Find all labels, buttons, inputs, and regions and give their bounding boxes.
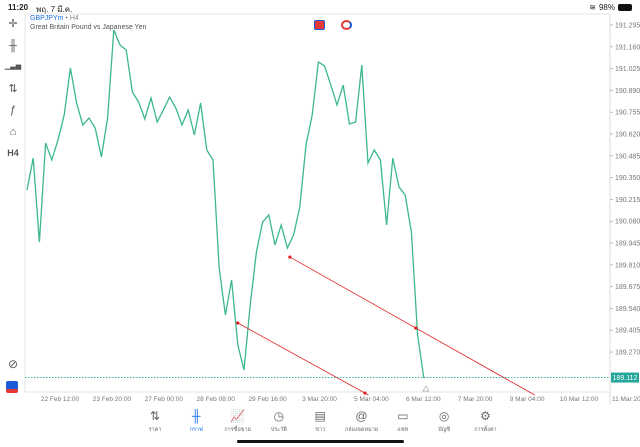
separator: • (65, 15, 68, 22)
tab-label: ราคา (148, 427, 162, 433)
trendline-anchor[interactable] (363, 391, 367, 395)
tab-label: บัญชี (438, 427, 451, 433)
news-icon: ▤ (314, 409, 326, 423)
y-tick-label: 189.945 (615, 241, 640, 248)
home-indicator (237, 440, 404, 443)
y-tick-label: 189.810 (615, 262, 640, 269)
shapes-icon[interactable]: ⌂ (9, 125, 17, 138)
tab-label: การตั้งค่า (474, 427, 497, 433)
trendline-anchor[interactable] (414, 326, 418, 330)
crosshair-icon[interactable]: ✛ (8, 18, 18, 30)
y-tick-label: 189.540 (615, 306, 640, 313)
quick-search-icon[interactable]: ⊘ (7, 357, 19, 371)
x-tick-label: 3 Mar 20:00 (302, 396, 337, 403)
y-tick-label: 191.025 (615, 66, 640, 73)
tab-label: ข่าว (315, 427, 326, 433)
tab-label: กราฟ (189, 427, 203, 433)
y-tick-label: 190.620 (615, 132, 640, 139)
y-tick-label: 189.270 (615, 350, 640, 357)
current-price-label: 189.112 (613, 375, 638, 382)
tab-label: แชท (397, 427, 409, 433)
tab-quotes[interactable]: ⇅ ราคา (135, 408, 175, 434)
account-icon: ◎ (438, 409, 450, 423)
x-tick-label: 28 Feb 08:00 (197, 396, 236, 403)
trendline[interactable] (237, 322, 369, 396)
trendline-anchor[interactable] (288, 255, 292, 259)
objects-icon[interactable]: ⇅ (8, 82, 18, 95)
price-line (26, 29, 425, 379)
history-icon: ◷ (273, 409, 285, 423)
tab-trade[interactable]: 📈 การซื้อขาย (218, 408, 258, 434)
trade-icon: 📈 (230, 409, 246, 423)
x-tick-label: 7 Mar 20:00 (458, 396, 493, 403)
function-icon[interactable]: ƒ (9, 104, 17, 116)
status-date: พฤ. 7 มี.ค. (36, 5, 73, 14)
x-tick-label: 5 Mar 04:00 (354, 396, 389, 403)
tab-news[interactable]: ▤ ข่าว (300, 408, 340, 434)
y-tick-label: 189.675 (615, 284, 640, 291)
x-tick-label: 9 Mar 04:00 (510, 396, 545, 403)
tab-settings[interactable]: ⚙ การตั้งค่า (465, 408, 505, 434)
wifi-icon: ≋ (589, 3, 596, 12)
tab-label: การซื้อขาย (224, 427, 251, 433)
signal-icon[interactable] (341, 20, 352, 30)
y-tick-label: 190.080 (615, 219, 640, 226)
y-tick-label: 191.160 (615, 44, 640, 51)
status-bar: 11:20 พฤ. 7 มี.ค. ≋ 98% (0, 0, 640, 14)
x-tick-label: 23 Feb 20:00 (93, 396, 132, 403)
battery-percent: 98% (598, 3, 615, 12)
candlestick-icon[interactable]: ╫ (9, 39, 17, 52)
left-toolbar: ✛ ╫ ▁▃▅ ⇅ ƒ ⌂ H4 (0, 14, 25, 404)
y-tick-label: 191.295 (615, 23, 640, 30)
current-price-badge (611, 372, 639, 383)
tab-label: กล่องจดหมาย (344, 427, 379, 433)
symbol-description: Great Britain Pound vs Japanese Yen (30, 24, 147, 31)
indicators-icon[interactable]: ▁▃▅ (4, 63, 22, 70)
y-tick-label: 189.405 (615, 328, 640, 335)
x-tick-label: 22 Feb 12:00 (41, 396, 80, 403)
bottom-nav: ⇅ ราคา ╫ กราฟ 📈 การซื้อขาย ◷ ประวัติ ▤ ข่าว @ กล่อง… (0, 404, 640, 447)
quotes-icon: ⇅ (149, 409, 161, 423)
trendline[interactable] (289, 256, 535, 396)
x-tick-label: 29 Feb 16:00 (248, 396, 287, 403)
tab-account[interactable]: ◎ บัญชี (424, 408, 464, 434)
mailbox-icon: @ (355, 409, 368, 423)
tab-history[interactable]: ◷ ประวัติ (259, 408, 299, 434)
x-tick-label: 6 Mar 12:00 (406, 396, 441, 403)
tab-label: ประวัติ (270, 427, 287, 433)
symbol-timeframe: H4 (69, 15, 79, 22)
one-click-trading-icon[interactable] (314, 20, 325, 30)
timeframe-button[interactable]: H4 (7, 148, 19, 158)
settings-icon: ⚙ (480, 409, 491, 423)
x-tick-label: 11 Mar 20:00 (612, 396, 640, 403)
broker-logo-icon[interactable] (6, 381, 18, 393)
y-tick-label: 190.890 (615, 88, 640, 95)
symbol-name: GBPJPYm (30, 15, 64, 22)
y-tick-label: 190.485 (615, 153, 640, 160)
y-tick-label: 190.350 (615, 175, 640, 182)
chart-icon: ╫ (192, 409, 201, 423)
battery-icon (618, 4, 632, 11)
price-chart[interactable]: 191.295 191.160 191.025 190.890 190.755 190.6… (0, 0, 640, 404)
trendline-anchor[interactable] (236, 321, 240, 325)
y-tick-label: 190.755 (615, 110, 640, 117)
status-time: 11:20 (8, 3, 29, 12)
x-tick-label: 10 Mar 12:00 (560, 396, 599, 403)
period-separator-icon (422, 385, 430, 392)
tab-chat[interactable]: ▭ แชท (383, 408, 423, 434)
y-tick-label: 190.215 (615, 197, 640, 204)
x-tick-label: 27 Feb 00:00 (145, 396, 184, 403)
tab-mailbox[interactable]: @ กล่องจดหมาย (342, 408, 382, 434)
tab-chart[interactable]: ╫ กราฟ (176, 408, 216, 434)
chat-icon: ▭ (397, 409, 409, 423)
